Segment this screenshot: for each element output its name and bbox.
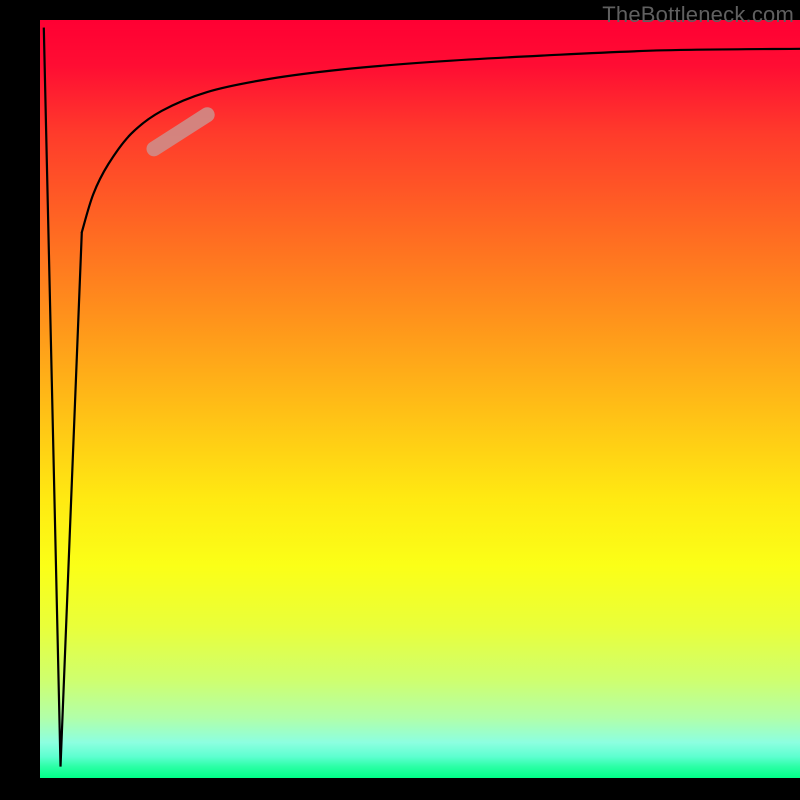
plot-gradient-background [40, 20, 800, 778]
chart-stage: TheBottleneck.com [0, 0, 800, 800]
bottleneck-chart-svg [0, 0, 800, 800]
